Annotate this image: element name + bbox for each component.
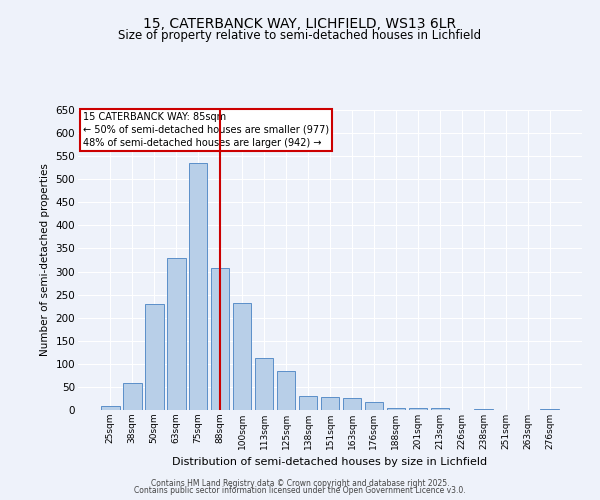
X-axis label: Distribution of semi-detached houses by size in Lichfield: Distribution of semi-detached houses by … bbox=[172, 458, 488, 468]
Y-axis label: Number of semi-detached properties: Number of semi-detached properties bbox=[40, 164, 50, 356]
Bar bbox=[475, 409, 493, 410]
Text: 15, CATERBANCK WAY, LICHFIELD, WS13 6LR: 15, CATERBANCK WAY, LICHFIELD, WS13 6LR bbox=[143, 18, 457, 32]
Bar bbox=[255, 358, 274, 410]
Bar bbox=[123, 383, 142, 410]
Bar bbox=[541, 408, 559, 410]
Bar bbox=[431, 408, 449, 410]
Bar bbox=[299, 396, 317, 410]
Bar bbox=[167, 258, 185, 410]
Bar bbox=[343, 398, 361, 410]
Bar bbox=[365, 402, 383, 410]
Bar bbox=[101, 406, 119, 410]
Bar bbox=[277, 371, 295, 410]
Bar bbox=[409, 408, 427, 410]
Text: 15 CATERBANCK WAY: 85sqm
← 50% of semi-detached houses are smaller (977)
48% of : 15 CATERBANCK WAY: 85sqm ← 50% of semi-d… bbox=[83, 112, 329, 148]
Bar bbox=[189, 163, 208, 410]
Bar bbox=[145, 304, 164, 410]
Bar bbox=[233, 303, 251, 410]
Bar bbox=[386, 408, 405, 410]
Bar bbox=[320, 397, 340, 410]
Bar bbox=[211, 268, 229, 410]
Text: Contains HM Land Registry data © Crown copyright and database right 2025.: Contains HM Land Registry data © Crown c… bbox=[151, 478, 449, 488]
Text: Size of property relative to semi-detached houses in Lichfield: Size of property relative to semi-detach… bbox=[118, 29, 482, 42]
Text: Contains public sector information licensed under the Open Government Licence v3: Contains public sector information licen… bbox=[134, 486, 466, 495]
